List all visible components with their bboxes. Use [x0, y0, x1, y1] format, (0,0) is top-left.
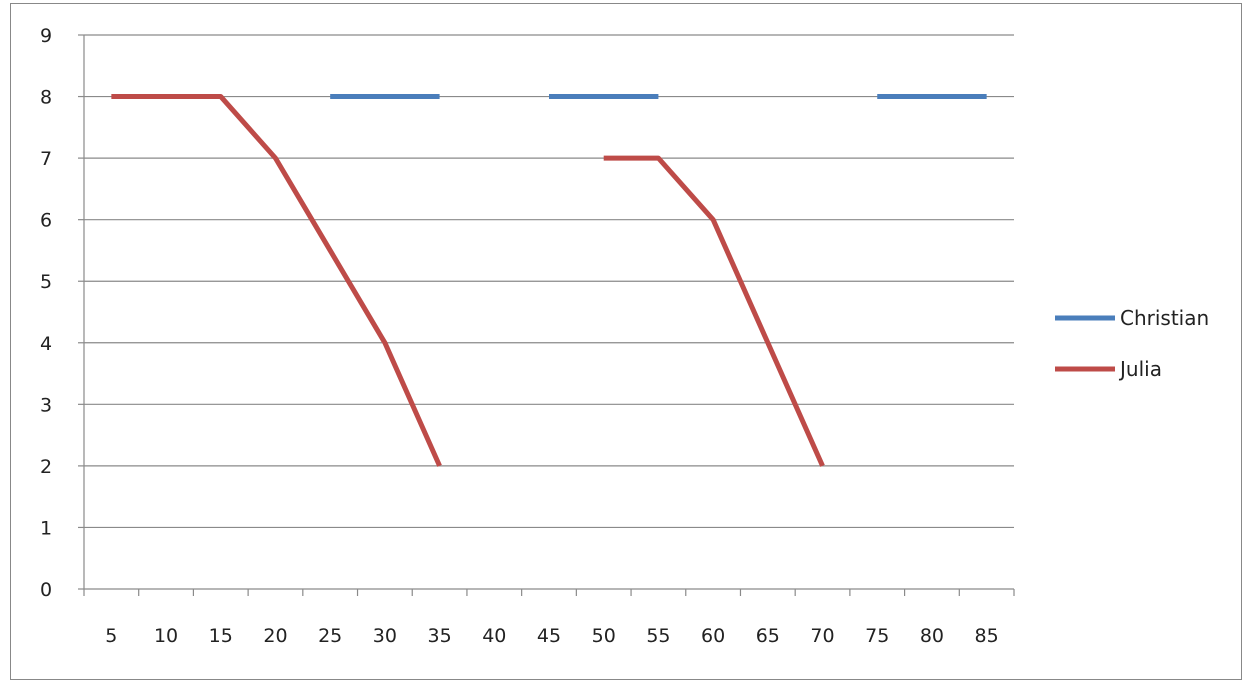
- x-tick-label: 60: [701, 625, 725, 647]
- x-tick-label: 80: [920, 625, 944, 647]
- series-line-julia: [111, 94, 442, 467]
- x-tick-label: 20: [263, 625, 287, 647]
- x-tick-label: 10: [154, 625, 178, 647]
- chart-frame: [10, 3, 1242, 680]
- x-tick-label: 55: [646, 625, 670, 647]
- x-tick-label: 70: [810, 625, 834, 647]
- x-tick-label: 40: [482, 625, 506, 647]
- y-axis-tick-labels: 0 1 2 3 4 5 6 7 8 9: [40, 25, 52, 601]
- x-tick-label: 85: [975, 625, 999, 647]
- x-tick-label: 65: [756, 625, 780, 647]
- y-tick-label: 5: [40, 271, 52, 293]
- y-tick-label: 1: [40, 517, 52, 539]
- x-tick-label: 15: [209, 625, 233, 647]
- legend: Christian Julia: [1055, 306, 1209, 381]
- y-tick-label: 4: [40, 333, 52, 355]
- x-tick-label: 50: [592, 625, 616, 647]
- y-tick-label: 3: [40, 394, 52, 416]
- legend-label-christian: Christian: [1120, 306, 1209, 330]
- x-tick-label: 75: [865, 625, 889, 647]
- y-tick-label: 2: [40, 456, 52, 478]
- y-tick-label: 8: [40, 87, 52, 109]
- series-lines: [111, 94, 987, 467]
- x-axis-tick-labels: 5 10 15 20 25 30 35 40 45 50 55 60 65 70 75 80 85: [105, 625, 998, 647]
- gridlines: [84, 34, 1014, 529]
- series-line-julia: [603, 155, 825, 467]
- y-tick-label: 9: [40, 25, 52, 47]
- x-tick-label: 5: [105, 625, 117, 647]
- y-tick-label: 0: [40, 579, 52, 601]
- legend-label-julia: Julia: [1118, 357, 1162, 381]
- y-tick-label: 6: [40, 210, 52, 232]
- x-tick-label: 30: [373, 625, 397, 647]
- y-tick-label: 7: [40, 148, 52, 170]
- axes: [78, 34, 1015, 596]
- x-tick-label: 45: [537, 625, 561, 647]
- x-tick-label: 25: [318, 625, 342, 647]
- x-tick-label: 35: [427, 625, 451, 647]
